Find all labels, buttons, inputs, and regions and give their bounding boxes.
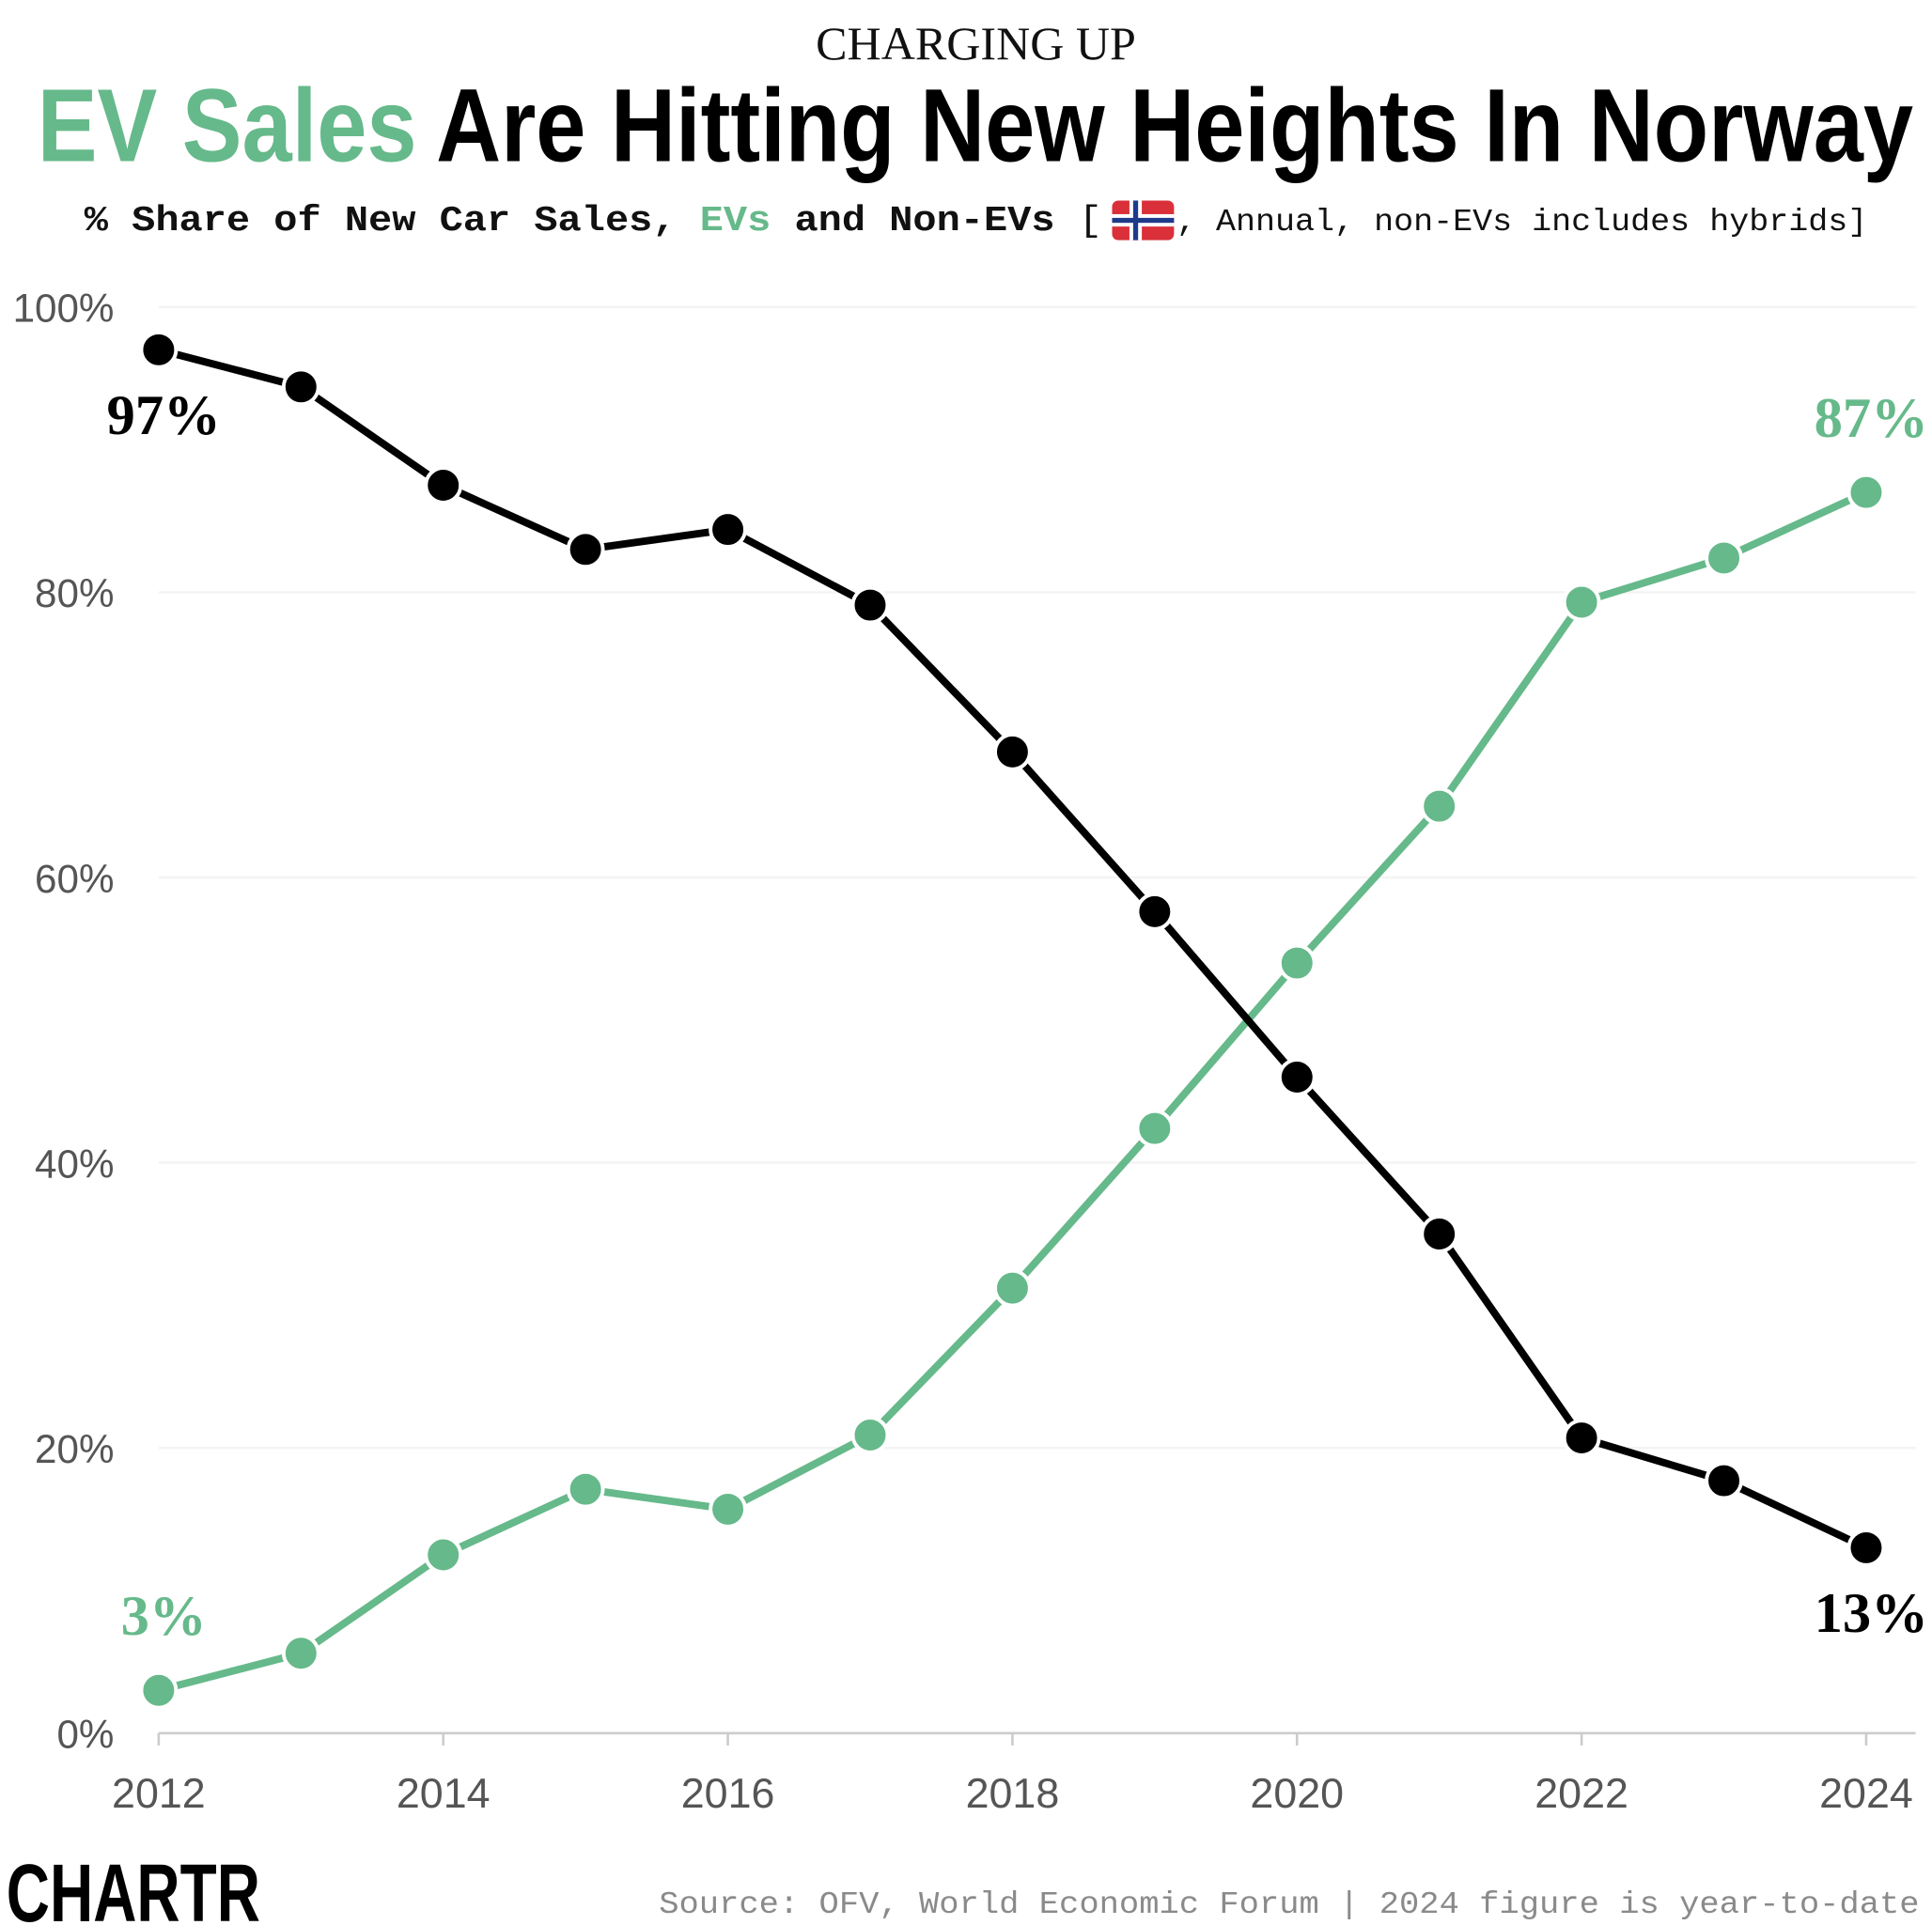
series-line (157, 489, 1868, 1695)
subtitle-bracket: [ (1055, 201, 1102, 241)
data-point (709, 1490, 747, 1529)
x-tick-label: 2020 (1250, 1770, 1344, 1817)
data-point (1420, 786, 1459, 826)
data-point (281, 1634, 320, 1673)
x-tick-label: 2016 (681, 1770, 775, 1817)
x-tick-label: 2024 (1819, 1770, 1913, 1817)
subtitle-evs: EVs (700, 201, 771, 241)
y-tick-label: 80% (35, 571, 114, 615)
x-tick-label: 2012 (112, 1770, 206, 1817)
x-tick-label: 2014 (397, 1770, 491, 1817)
data-point (1562, 582, 1601, 622)
value-label: 87% (1815, 387, 1928, 450)
source: Source: OFV, World Economic Forum | 2024… (659, 1887, 1919, 1922)
subtitle: % Share of New Car Sales, EVs and Non-EV… (85, 201, 1102, 241)
data-point (709, 510, 747, 550)
subtitle-nonevs: Non-EVs (889, 201, 1054, 241)
data-point (1846, 473, 1886, 512)
y-tick-label: 60% (35, 857, 114, 901)
data-point (1420, 1215, 1459, 1253)
data-point (850, 585, 890, 625)
data-point (1135, 1109, 1175, 1148)
subtitle-and: and (771, 201, 889, 241)
data-point (281, 367, 320, 407)
title: EV SalesAre Hitting New Heights In Norwa… (38, 68, 1913, 183)
value-label: 3% (121, 1585, 207, 1648)
title-text: Are Hitting New Heights In Norway (436, 68, 1913, 183)
data-point (1846, 1528, 1886, 1567)
x-tick-label: 2022 (1535, 1770, 1628, 1817)
subtitle-start: % Share of New Car Sales, (85, 201, 700, 241)
data-point (566, 530, 605, 569)
data-point (139, 330, 179, 369)
y-tick-label: 20% (35, 1427, 114, 1471)
data-point (850, 1416, 890, 1454)
norway-flag (1112, 200, 1175, 241)
y-tick-label: 40% (35, 1141, 114, 1186)
data-point (139, 1670, 179, 1710)
data-point (1135, 892, 1175, 931)
value-label: 97% (107, 384, 221, 447)
data-point (1277, 943, 1317, 983)
x-tick-label: 2018 (966, 1770, 1060, 1817)
series-line (157, 346, 1868, 1551)
supertitle: CHARGING UP (816, 17, 1136, 70)
data-point (1562, 1419, 1601, 1457)
y-tick-label: 100% (13, 287, 115, 331)
value-label: 13% (1815, 1582, 1928, 1645)
y-tick-label: 0% (56, 1713, 114, 1757)
data-point (566, 1469, 605, 1509)
data-point (1705, 1461, 1743, 1500)
data-point (424, 466, 463, 505)
data-point (424, 1535, 463, 1575)
title-highlight: EV Sales (38, 68, 417, 183)
logo: CHARTR (7, 1848, 260, 1925)
data-point (992, 1268, 1032, 1308)
data-point (1705, 538, 1743, 578)
subtitle-note: , Annual, non-EVs includes hybrids] (1176, 205, 1867, 240)
data-point (992, 732, 1032, 771)
data-point (1277, 1058, 1317, 1096)
